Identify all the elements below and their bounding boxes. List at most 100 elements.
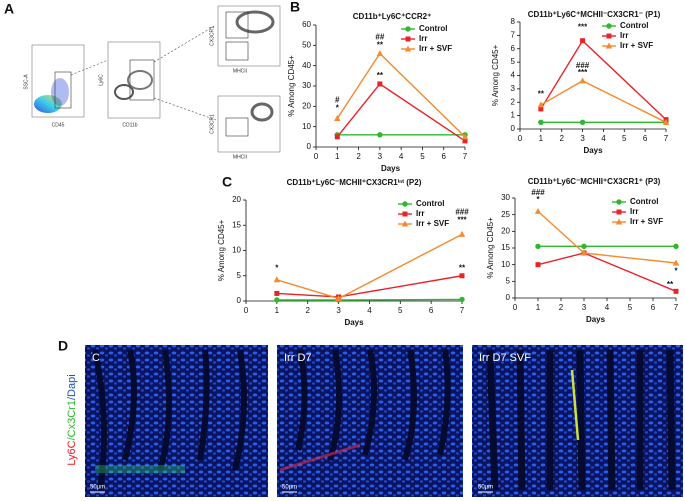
marker — [579, 77, 586, 84]
legend-label: Irr — [620, 31, 628, 40]
chart-title: CD11b⁺Ly6C⁻MCHII⁺CX3CR1⁺ (P3) — [528, 177, 661, 186]
micrographs: C Irr D7 Irr D7 SVF 50µm 50µm 50µm Ly6C/… — [66, 345, 683, 497]
y-tick-label: 10 — [232, 246, 241, 255]
stain-cx3cr1: /Cx3Cr1 — [66, 400, 78, 440]
significance-label: ### — [455, 208, 469, 217]
x-tick-label: 0 — [518, 134, 523, 143]
series-line — [540, 39, 667, 121]
y-tick-label: 20 — [501, 226, 510, 235]
legend-label: Control — [416, 199, 444, 208]
significance-label: * — [336, 103, 340, 112]
y-tick-label: 8 — [511, 17, 516, 26]
image-label: Irr D7 — [284, 352, 312, 364]
y-tick-label: 4 — [511, 71, 516, 80]
x-tick-label: 2 — [559, 134, 564, 143]
legend-label: Irr + SVF — [419, 44, 452, 53]
marker — [538, 106, 544, 112]
panel-label: B — [290, 0, 300, 15]
x-tick-label: 6 — [651, 303, 656, 312]
significance-label: * — [536, 195, 540, 204]
marker — [274, 290, 280, 296]
flow-axis-label: MHCII — [233, 154, 247, 160]
y-tick-label: 20 — [302, 101, 311, 110]
legend-label: Irr + SVF — [416, 219, 449, 228]
flow-axis-label: Ly6C — [98, 74, 104, 86]
y-tick-label: 6 — [511, 44, 516, 53]
marker — [535, 262, 541, 268]
legend-marker — [405, 36, 411, 42]
y-tick-label: 5 — [506, 276, 511, 285]
flow-axis-label: CX3CR1 — [209, 26, 215, 46]
flow-axis-label: MHCII — [233, 68, 247, 74]
x-tick-label: 4 — [399, 152, 404, 161]
y-tick-label: 60 — [302, 20, 311, 29]
y-tick-label: 15 — [232, 220, 241, 229]
significance-label: ** — [377, 40, 384, 49]
significance-label: * — [674, 266, 678, 275]
flow-axis-label: CD11b — [122, 122, 137, 128]
marker — [459, 296, 465, 303]
y-tick-label: 20 — [232, 195, 241, 204]
significance-label: ### — [531, 188, 545, 197]
chart-title: CD11b⁺Ly6C⁺CCR2⁺ — [353, 12, 432, 21]
y-tick-label: 1 — [511, 111, 516, 120]
y-tick-label: 10 — [302, 122, 311, 131]
y-tick-label: 30 — [501, 193, 510, 202]
micrograph — [85, 345, 268, 497]
x-axis-label: Days — [586, 315, 606, 324]
x-tick-label: 1 — [539, 134, 544, 143]
x-tick-label: 6 — [429, 306, 434, 315]
series-line — [276, 275, 463, 298]
legend-label: Control — [620, 21, 648, 30]
x-tick-label: 3 — [378, 152, 383, 161]
legend-label: Irr + SVF — [620, 41, 653, 50]
image-label: C — [92, 352, 100, 364]
legend-marker — [606, 23, 612, 29]
marker — [458, 230, 466, 237]
marker — [662, 118, 670, 125]
stain-dapi: /Dapi — [66, 374, 78, 400]
x-tick-label: 4 — [367, 306, 372, 315]
significance-label: ** — [459, 263, 466, 272]
y-tick-label: 0 — [511, 124, 516, 133]
legend-marker — [404, 45, 412, 52]
x-tick-label: 0 — [244, 306, 249, 315]
y-axis-label: % Among CD45+ — [486, 217, 495, 279]
x-tick-label: 5 — [398, 306, 403, 315]
legend-marker — [615, 218, 623, 225]
legend-label: Irr — [419, 34, 427, 43]
marker — [334, 115, 341, 122]
marker — [273, 276, 281, 283]
y-tick-label: 30 — [302, 81, 311, 90]
scale-bar-label: 50µm — [90, 485, 105, 491]
x-tick-label: 1 — [536, 303, 541, 312]
panel-label: A — [4, 1, 14, 17]
y-axis-label: % Among CD45+ — [217, 219, 226, 281]
flow-plots: SSC-A CD45 Ly6C CD11b CX3CR1 MHCII CX3CR… — [23, 5, 281, 160]
x-tick-label: 4 — [601, 134, 606, 143]
legend-marker — [616, 209, 622, 215]
legend-marker — [606, 33, 612, 39]
x-axis-label: Days — [583, 146, 603, 155]
x-tick-label: 7 — [460, 306, 465, 315]
y-tick-label: 5 — [511, 57, 516, 66]
marker — [274, 297, 280, 303]
legend-label: Irr + SVF — [630, 217, 663, 226]
x-tick-label: 0 — [513, 303, 518, 312]
y-tick-label: 5 — [237, 271, 242, 280]
y-tick-label: 0 — [506, 293, 511, 302]
flow-axis-label: CX3CR1 — [209, 114, 215, 134]
legend-marker — [616, 199, 622, 205]
marker — [462, 138, 468, 144]
y-tick-label: 40 — [302, 61, 311, 70]
legend-label: Control — [419, 24, 447, 33]
significance-label: # — [335, 95, 340, 104]
x-tick-label: 3 — [582, 303, 587, 312]
legend-marker — [401, 220, 409, 227]
legend-label: Control — [630, 197, 658, 206]
image-label: Irr D7 SVF — [479, 352, 531, 364]
stain-label: Ly6C/Cx3Cr1/Dapi — [66, 374, 78, 465]
significance-label: ** — [377, 71, 384, 80]
scale-bar-label: 50µm — [478, 485, 493, 491]
marker — [537, 101, 545, 108]
